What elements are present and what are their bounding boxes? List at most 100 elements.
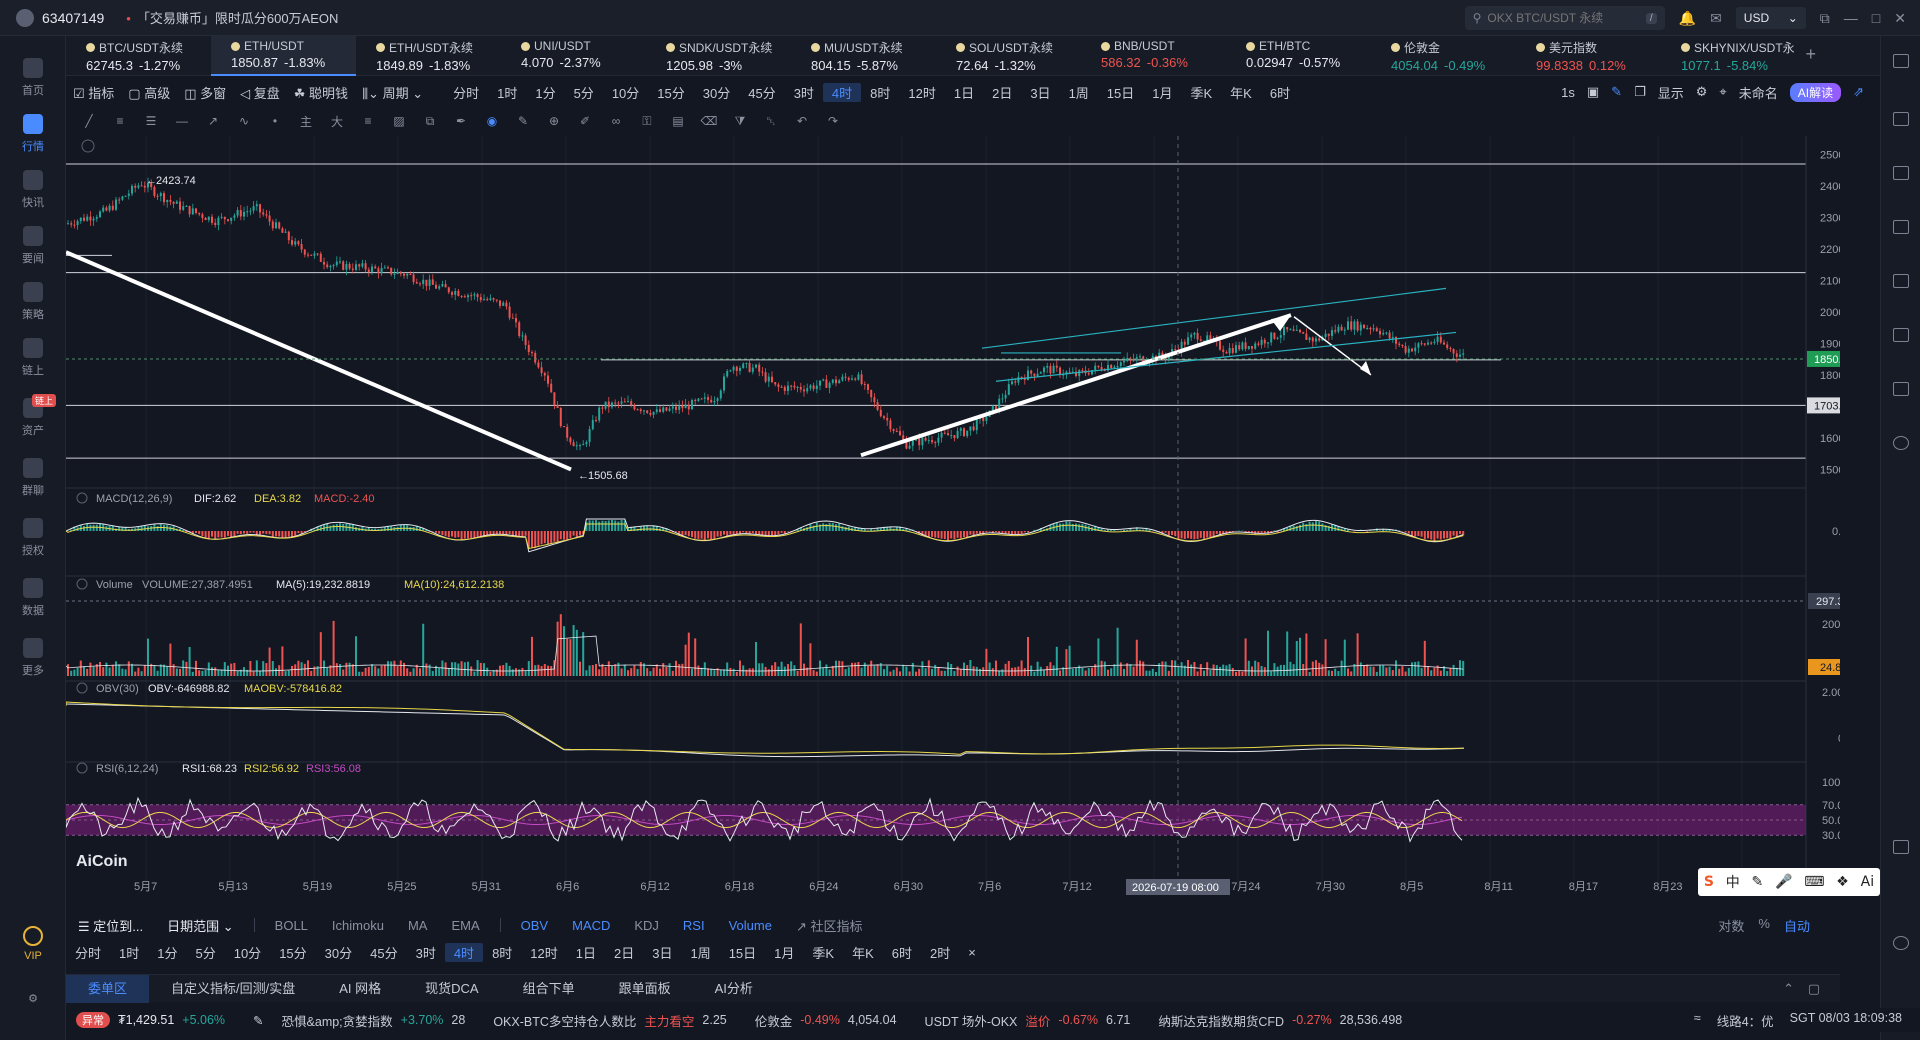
panel-tab[interactable]: 自定义指标/回测/实盘 (171, 980, 296, 996)
rect-tool-icon[interactable]: ▨ (393, 114, 405, 128)
indicator-tab[interactable]: EMA (439, 918, 491, 933)
search-input[interactable] (1487, 11, 1628, 25)
period-option[interactable]: 8时 (870, 85, 891, 101)
toolbar-4[interactable]: ☘ 聪明钱 (287, 83, 355, 102)
card-icon[interactable] (1893, 328, 1909, 342)
period-option[interactable]: 年K (1230, 85, 1252, 101)
ticker-tab[interactable]: SKHYNIX/USDT永 1077.1 -5.84% (1661, 36, 1806, 76)
period-option[interactable]: 12时 (908, 85, 936, 101)
exchange-icon[interactable] (1893, 436, 1909, 450)
ime-mic-icon[interactable]: 🎤 (1775, 874, 1793, 890)
period-option[interactable]: 1日 (953, 85, 975, 101)
bell-icon[interactable]: 🔔 (1678, 9, 1697, 26)
camera-icon[interactable]: ▣ (1586, 84, 1600, 99)
period-option[interactable]: 15日 (1106, 85, 1135, 101)
display-toggle[interactable]: 显示 (1657, 85, 1684, 101)
ime-keyboard-icon[interactable]: ⌨ (1804, 874, 1825, 890)
bottom-period-option[interactable]: 2日 (614, 945, 635, 961)
bottom-period-option[interactable]: 4时 (444, 942, 484, 962)
period-option[interactable]: 1月 (1152, 85, 1173, 101)
log-scale-toggle[interactable]: 对数 (1718, 918, 1745, 934)
period-option[interactable]: 分时 (453, 85, 480, 101)
period-option[interactable]: 1时 (497, 85, 518, 101)
pane-toggle-icon[interactable] (76, 492, 88, 504)
pane-toggle-icon[interactable] (76, 578, 88, 590)
bottom-period-option[interactable]: 2时 (929, 945, 951, 961)
indicator-tab[interactable]: Volume (717, 918, 784, 933)
panel-tab[interactable]: AI 网格 (339, 980, 382, 996)
period-option[interactable]: 季K (1190, 85, 1213, 101)
parallel-channel-tool-icon[interactable]: ☰ (145, 114, 157, 128)
ticker-tab[interactable]: BTC/USDT永续 62745.3 -1.27% (66, 36, 211, 76)
pen-icon[interactable]: ✎ (1611, 84, 1623, 99)
period-option[interactable]: 4时 (822, 82, 862, 102)
ticker-tab[interactable]: MU/USDT永续 804.15 -5.87% (791, 36, 936, 76)
window-popout-icon[interactable]: ⧉ (1819, 9, 1830, 26)
sidebar-item-7[interactable]: 群聊 (0, 450, 66, 506)
bottom-period-option[interactable]: 1周 (690, 945, 711, 961)
add-ticker-icon[interactable]: + (1805, 44, 1816, 64)
bottom-period-option[interactable]: 45分 (370, 945, 398, 961)
bottom-period-option[interactable]: 1日 (575, 945, 596, 961)
mail-icon[interactable]: ✉ (1710, 9, 1722, 26)
pencil-tool-icon[interactable]: ✎ (517, 114, 529, 128)
robot-icon[interactable] (1893, 382, 1909, 396)
period-option[interactable]: 45分 (748, 85, 776, 101)
interval-1s[interactable]: 1s (1561, 84, 1575, 100)
auto-scale-toggle[interactable]: 自动 (1783, 918, 1810, 934)
sidebar-item-8[interactable]: 授权 (0, 510, 66, 566)
ime-punctuation-icon[interactable]: ✎ (1751, 874, 1764, 890)
ticker-tab[interactable]: UNI/USDT 4.070 -2.37% (501, 36, 646, 76)
indicator-tab[interactable]: Ichimoku (320, 918, 396, 933)
maximize-icon[interactable]: □ (1871, 10, 1881, 26)
ime-chinese-mode[interactable]: 中 (1725, 875, 1740, 891)
gold-label[interactable]: 伦敦金 (754, 1014, 793, 1029)
fullscreen-icon[interactable]: ❐ (1634, 84, 1646, 99)
expand-panel-icon[interactable]: ▢ (1807, 980, 1820, 996)
price-chart[interactable]: 2500.002400.002300.002200.002100.002000.… (66, 136, 1840, 896)
okx-ratio-label[interactable]: OKX-BTC多空持仓人数比 (493, 1014, 637, 1029)
sidebar-item-4[interactable]: 策略 (0, 274, 66, 330)
ticker-tab[interactable]: SNDK/USDT永续 1205.98 -3% (646, 36, 791, 76)
panel-tab[interactable]: 跟单面板 (618, 980, 671, 996)
main-tool-icon[interactable]: 主 (299, 114, 312, 129)
h-ray-tool-icon[interactable]: ≡ (116, 114, 124, 128)
sidebar-settings[interactable]: ⚙ (0, 970, 66, 1026)
trash-tool-icon[interactable]: ␡ (766, 113, 776, 128)
wave-tool-icon[interactable]: ∿ (238, 114, 250, 128)
copy-icon[interactable] (1893, 166, 1909, 180)
indicator-tab[interactable]: ↗ 社区指标 (784, 916, 875, 935)
ticker-tab[interactable]: 美元指数 99.8338 0.12% (1516, 36, 1661, 76)
sidebar-item-10[interactable]: 更多 (0, 630, 66, 686)
percent-scale-toggle[interactable]: % (1758, 915, 1770, 931)
bottom-period-option[interactable]: 5分 (195, 945, 216, 961)
period-option[interactable]: 10分 (611, 85, 640, 101)
period-option[interactable]: 30分 (702, 85, 731, 101)
crosshair-icon[interactable]: ⌖ (1719, 84, 1727, 99)
share-icon[interactable]: ⇗ (1853, 84, 1864, 99)
lock-tool-icon[interactable]: ⚿ (642, 113, 652, 128)
indicator-tab[interactable]: RSI (671, 918, 717, 933)
avatar[interactable] (16, 8, 34, 27)
eraser-tool-icon[interactable]: ⌫ (700, 114, 718, 128)
sidebar-item-5[interactable]: 链上 (0, 330, 66, 386)
period-option[interactable]: 2日 (992, 85, 1013, 101)
sidebar-item-3[interactable]: 要闻 (0, 218, 66, 274)
edit-icon[interactable]: ✎ (253, 1013, 264, 1028)
ray-tool-icon[interactable]: ↗ (207, 114, 219, 128)
undo-tool-icon[interactable]: ↶ (796, 114, 808, 128)
indicator-tab[interactable]: OBV (509, 918, 560, 933)
status-badge[interactable]: 异常 (76, 1012, 110, 1028)
currency-select[interactable]: USD ⌄ (1735, 7, 1806, 29)
toolbar-3[interactable]: ◁ 复盘 (233, 83, 287, 102)
period-option[interactable]: 3时 (793, 85, 814, 101)
close-icon[interactable]: × (968, 944, 976, 960)
bottom-period-option[interactable]: 8时 (492, 945, 513, 961)
indicator-tab[interactable]: MACD (560, 918, 622, 933)
ime-toolbar[interactable]: S 中 ✎ 🎤 ⌨ ❖ Ai (1698, 868, 1880, 896)
date-range-select[interactable]: 日期范围 ⌄ (155, 916, 246, 935)
orderbook-icon[interactable] (1893, 112, 1909, 126)
marker-tool-icon[interactable]: ✐ (579, 114, 591, 128)
chat-bot-icon[interactable] (1893, 936, 1909, 950)
indicator-tab[interactable]: KDJ (622, 918, 671, 933)
